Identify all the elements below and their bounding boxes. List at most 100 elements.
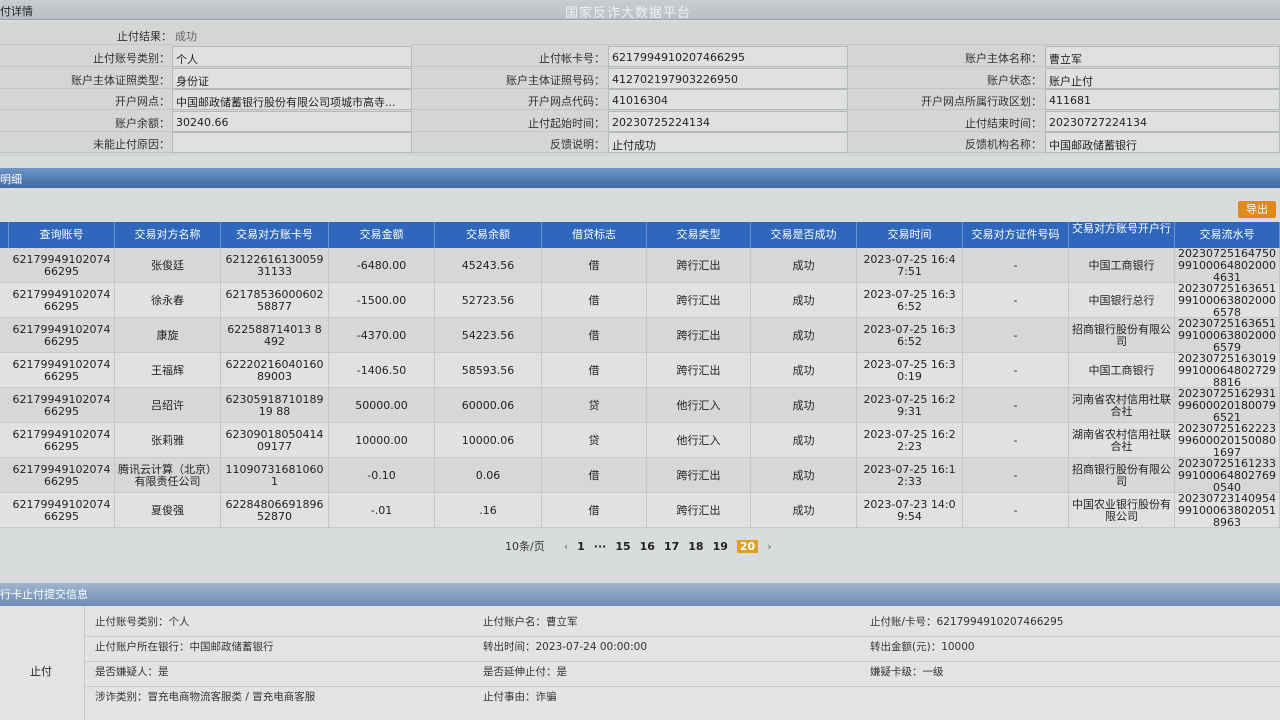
table-cell: 跨行汇出 (647, 493, 751, 528)
submit-info-field: 止付账号类别：个人 (95, 616, 190, 628)
table-cell: 2023072516293199600020180079 6521 (1175, 387, 1280, 423)
detail-label: 开户网点所属行政区划： (921, 95, 1042, 108)
table-cell: 6217994910207466295 (9, 458, 115, 493)
table-cell: 中国农业银行股份有限公司 (1069, 493, 1175, 528)
column-header[interactable]: 交易流水号 (1175, 222, 1280, 248)
detail-value: 20230725224134 (608, 110, 848, 132)
detail-value: 身份证 (172, 67, 412, 89)
app-title: 国家反诈大数据平台 (565, 6, 692, 21)
table-row[interactable]: 6217994910207466295 吕绍许 6230591871018919 8… (0, 387, 1280, 423)
detail-row-result: 止付结果： 成功 (0, 24, 1280, 45)
page-button[interactable]: 16 (639, 539, 655, 553)
table-cell: 王福辉 (115, 353, 221, 388)
table-cell: 6230901805041409177 (221, 423, 329, 458)
page-button[interactable]: 18 (688, 539, 704, 553)
table-cell: 60000.06 (435, 388, 542, 423)
detail-value: 20230727224134 (1045, 110, 1280, 132)
table-cell: 6217994910207466295 (9, 423, 115, 458)
table-cell: 2023072516222399600020150080 1697 (1175, 422, 1280, 458)
submit-info-field: 是否嫌疑人：是 (95, 666, 169, 678)
submit-section-bar: 行卡止付提交信息 (0, 583, 1280, 606)
page-button[interactable]: 1 (577, 539, 585, 553)
table-cell: 10000.00 (329, 423, 435, 458)
detail-value: 账户止付 (1045, 67, 1280, 89)
detail-value: 411681 (1045, 89, 1280, 110)
table-cell: 招商银行股份有限公司 (1069, 458, 1175, 493)
column-header[interactable]: 交易对方账号开户行 (1069, 222, 1175, 248)
page-button[interactable]: 15 (615, 539, 631, 553)
detail-value: 止付成功 (608, 132, 848, 153)
table-cell: 2023-07-25 16:22:23 (857, 423, 963, 458)
page-size-select[interactable]: 10条/页 (505, 540, 545, 553)
column-header[interactable]: 交易对方账卡号 (221, 222, 329, 248)
stop-payment-detail-panel: 止付结果： 成功 止付账号类别： 个人 止付帐卡号： 6217994910207466… (0, 22, 1280, 156)
column-header[interactable]: 交易是否成功 (751, 222, 857, 248)
prev-page-button[interactable]: ‹ (563, 539, 569, 553)
table-cell: 贷 (542, 388, 647, 423)
table-cell: 2023072516301999100064802729 8816 (1175, 352, 1280, 388)
table-cell: 跨行汇出 (647, 353, 751, 388)
column-header[interactable]: 交易时间 (857, 222, 963, 248)
details-section-bar: 明细 (0, 168, 1280, 188)
export-button[interactable]: 导出 (1238, 201, 1276, 218)
table-cell: 徐永春 (115, 283, 221, 318)
table-cell: 成功 (751, 318, 857, 353)
table-cell: 跨行汇出 (647, 248, 751, 283)
table-cell: 夏俊强 (115, 493, 221, 528)
submit-info-field: 止付账户所在银行：中国邮政储蓄银行 (95, 641, 274, 653)
header-cell-clipped (0, 222, 9, 248)
detail-label: 反馈机构名称： (965, 138, 1042, 151)
column-header[interactable]: 交易类型 (647, 222, 751, 248)
detail-label: 止付账号类别： (93, 52, 170, 65)
column-header[interactable]: 交易余额 (435, 222, 542, 248)
detail-value: 中国邮政储蓄银行 (1045, 132, 1280, 153)
table-row[interactable]: 6217994910207466295 徐永春 621785360006025887… (0, 282, 1280, 318)
next-page-button[interactable]: › (767, 539, 772, 553)
page-button[interactable]: 19 (712, 539, 728, 553)
table-row[interactable]: 6217994910207466295 张俊廷 621226161300593113… (0, 247, 1280, 283)
submit-info-field: 转出金额(元)：10000 (870, 641, 975, 653)
table-row[interactable]: 6217994910207466295 康旋 622588714013 8492 -4… (0, 317, 1280, 353)
table-cell: 借 (542, 458, 647, 493)
page-button[interactable]: 17 (663, 539, 680, 553)
detail-value: 个人 (172, 46, 412, 67)
table-cell: 2023-07-25 16:29:31 (857, 388, 963, 423)
table-cell: -6480.00 (329, 248, 435, 283)
table-row[interactable]: 6217994910207466295 王福辉 622202160401608900… (0, 352, 1280, 388)
column-header[interactable]: 交易对方名称 (115, 222, 221, 248)
column-header[interactable]: 交易对方证件号码 (963, 222, 1069, 248)
table-row[interactable]: 6217994910207466295 夏俊强 622848066918965287… (0, 492, 1280, 528)
table-cell: -.01 (329, 493, 435, 528)
table-cell: 康旋 (115, 318, 221, 353)
table-cell: 2023-07-25 16:36:52 (857, 283, 963, 318)
column-header[interactable]: 借贷标志 (542, 222, 647, 248)
table-cell: 54223.56 (435, 318, 542, 353)
page-button[interactable]: 20 (736, 539, 759, 553)
table-cell: - (963, 458, 1069, 493)
table-cell: 借 (542, 283, 647, 318)
submit-info-field: 止付账/卡号：6217994910207466295 (870, 616, 1064, 628)
details-section-title: 明细 (0, 173, 22, 186)
table-cell: 跨行汇出 (647, 283, 751, 318)
row-divider (85, 636, 1280, 637)
table-cell: 58593.56 (435, 353, 542, 388)
table-cell: 50000.00 (329, 388, 435, 423)
table-cell: 中国工商银行 (1069, 353, 1175, 388)
detail-row: 未能止付原因： 反馈说明： 止付成功 反馈机构名称： 中国邮政储蓄银行 (0, 132, 1280, 153)
detail-value: 中国邮政储蓄银行股份有限公司项城市高寺... (172, 89, 412, 110)
detail-label: 账户主体名称： (965, 52, 1042, 65)
table-cell: 52723.56 (435, 283, 542, 318)
table-row[interactable]: 6217994910207466295 腾讯云计算（北京）有限责任公司 110907… (0, 457, 1280, 493)
table-row[interactable]: 6217994910207466295 张莉雅 623090180504140917… (0, 422, 1280, 458)
table-cell: - (963, 423, 1069, 458)
table-cell: 20230725164750991000648020004631 (1175, 247, 1280, 283)
page-button[interactable]: ··· (593, 539, 607, 553)
column-header[interactable]: 查询账号 (9, 222, 115, 248)
column-header[interactable]: 交易金额 (329, 222, 435, 248)
table-cell: - (963, 248, 1069, 283)
table-cell: 跨行汇出 (647, 318, 751, 353)
table-cell: 吕绍许 (115, 388, 221, 423)
table-cell: 招商银行股份有限公司 (1069, 318, 1175, 353)
detail-row: 账户主体证照类型： 身份证 账户主体证照号码： 412702197903226950 账… (0, 67, 1280, 89)
table-cell: 借 (542, 353, 647, 388)
